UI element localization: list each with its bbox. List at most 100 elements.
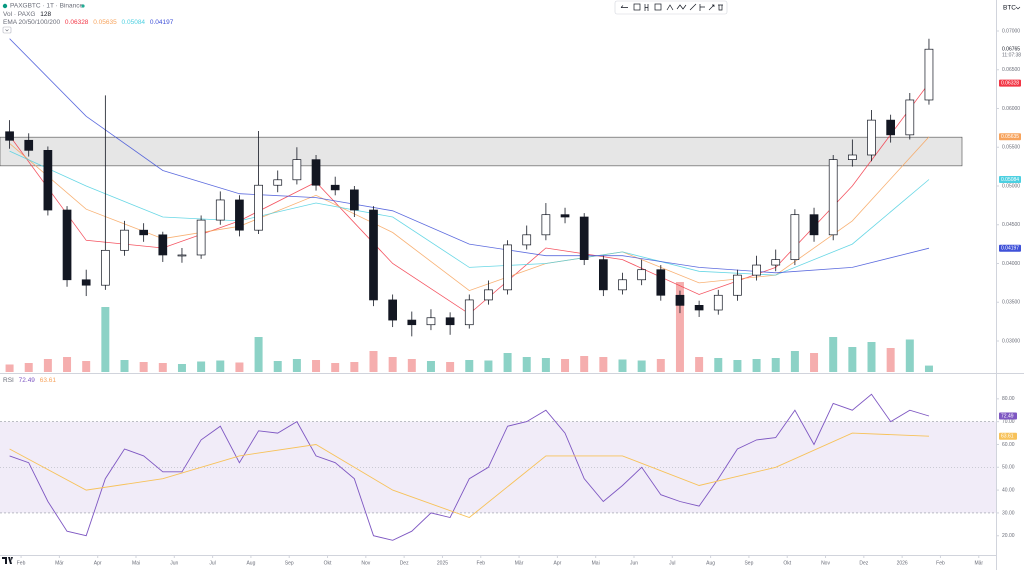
volume-bar: [905, 339, 914, 372]
volume-bar: [599, 357, 608, 372]
volume-bar: [63, 357, 72, 372]
volume-bar: [101, 307, 110, 372]
x-tick-label: Mär: [55, 560, 64, 566]
toolbar-button[interactable]: [633, 3, 641, 11]
volume-bar: [714, 358, 723, 372]
volume-bar: [158, 363, 167, 372]
ema-legend[interactable]: EMA 20/50/100/200 0.06328 0.05635 0.0508…: [3, 19, 174, 26]
toolbar-button[interactable]: [676, 4, 687, 10]
y-tick-label: 0.03500: [1002, 300, 1020, 306]
volume-bar: [733, 360, 742, 372]
volume-bar: [426, 361, 435, 372]
candle-body: [273, 179, 283, 186]
rsi-line: [9, 393, 930, 541]
candle-body: [752, 264, 761, 276]
x-tick-label: Mär: [974, 560, 983, 566]
volume-bar: [24, 363, 33, 372]
toolbar-button[interactable]: [718, 4, 723, 11]
symbol-icon: [2, 3, 8, 9]
toolbar-button[interactable]: [644, 4, 649, 11]
candle-body: [886, 119, 896, 136]
rsi-y-tick-label: 80.00: [1002, 396, 1015, 402]
x-tick-label: Okt: [324, 560, 332, 566]
volume-bar: [503, 353, 512, 372]
candle-body: [541, 214, 551, 236]
candle-body: [158, 234, 168, 256]
volume-bar: [407, 359, 416, 372]
x-tick-label: Apr: [553, 560, 561, 566]
x-tick-label: Jul: [669, 560, 675, 566]
rsi-value: 72.49: [19, 377, 36, 384]
ema-price-tag: [999, 244, 1021, 252]
toolbar-button[interactable]: [689, 3, 697, 11]
volume-label: Vol · PAXG: [3, 11, 35, 18]
rsi-y-tick-label: 70.00: [1002, 419, 1015, 425]
volume-value: 128: [40, 11, 51, 18]
volume-bar: [216, 360, 225, 372]
rsi-tag-label: 72.49: [1001, 413, 1014, 419]
rsi-y-tick-label: 30.00: [1002, 510, 1015, 516]
x-tick-label: Dez: [400, 560, 409, 566]
toolbar-button[interactable]: [699, 4, 705, 11]
toolbar-button[interactable]: [620, 5, 628, 8]
x-tick-label: Nov: [821, 560, 830, 566]
volume-bar: [350, 362, 359, 372]
volume-bar: [273, 361, 282, 372]
candle-body: [120, 229, 129, 251]
logo-mark: [2, 557, 13, 564]
candle-body: [139, 229, 149, 236]
ema-line: [9, 150, 930, 276]
x-tick-label: Aug: [246, 560, 255, 566]
candle-body: [5, 131, 14, 141]
candle-body: [254, 184, 263, 231]
volume-bar: [752, 359, 761, 372]
rsi-label: RSI: [3, 377, 14, 384]
candle-body: [503, 244, 512, 291]
candle-body: [522, 234, 532, 246]
y-tick-label: 0.03000: [1002, 338, 1020, 344]
rsi-legend[interactable]: RSI 72.49 63.61: [3, 377, 56, 384]
currency-button[interactable]: BTC: [1003, 5, 1016, 12]
x-tick-label: Apr: [94, 560, 102, 566]
currency-dropdown-icon: [1015, 6, 1021, 10]
volume-bar: [867, 342, 876, 372]
rsi-y-tick-label: 50.00: [1002, 465, 1015, 471]
ema-value: 0.06328: [65, 19, 89, 26]
ema-value: 0.05635: [93, 19, 117, 26]
candle-body: [924, 48, 934, 101]
logo[interactable]: [2, 557, 13, 564]
rsi-tag-label: 63.61: [1001, 434, 1014, 440]
market-status: [81, 4, 85, 8]
candle-body: [330, 184, 340, 191]
ema-label: EMA 20/50/100/200: [3, 19, 60, 26]
volume-bar: [235, 362, 244, 372]
toolbar-frame: [614, 0, 728, 15]
candle-body: [809, 214, 819, 236]
ema-value: 0.04197: [150, 19, 174, 26]
collapse-legend-button[interactable]: [2, 26, 12, 34]
volume-bar: [522, 357, 531, 372]
volume-bar: [656, 359, 665, 372]
candle-body: [867, 119, 876, 156]
ema-price-tag-label: 0.05635: [1001, 134, 1019, 140]
ema-price-tag-label: 0.06328: [1001, 80, 1019, 86]
y-tick-label: 0.07000: [1002, 28, 1020, 34]
price-zone: [0, 136, 963, 167]
candle-body: [445, 317, 455, 326]
candle-body: [598, 259, 608, 291]
symbol-title[interactable]: PAXGBTC · 1T · Binance: [10, 3, 83, 10]
volume-legend[interactable]: Vol · PAXG 128: [3, 11, 51, 18]
volume-bar: [197, 361, 206, 372]
volume-bar: [695, 357, 704, 372]
candle-body: [905, 99, 915, 136]
toolbar-button[interactable]: [666, 4, 674, 11]
candle-body: [771, 259, 781, 266]
toolbar-button[interactable]: [654, 3, 662, 11]
candle-body: [464, 299, 474, 326]
volume-bar: [675, 282, 684, 372]
candle-body: [733, 274, 742, 296]
toolbar-button[interactable]: [708, 4, 715, 11]
candle-body: [637, 269, 647, 281]
volume-bar: [637, 360, 646, 372]
candle-body: [43, 150, 53, 211]
